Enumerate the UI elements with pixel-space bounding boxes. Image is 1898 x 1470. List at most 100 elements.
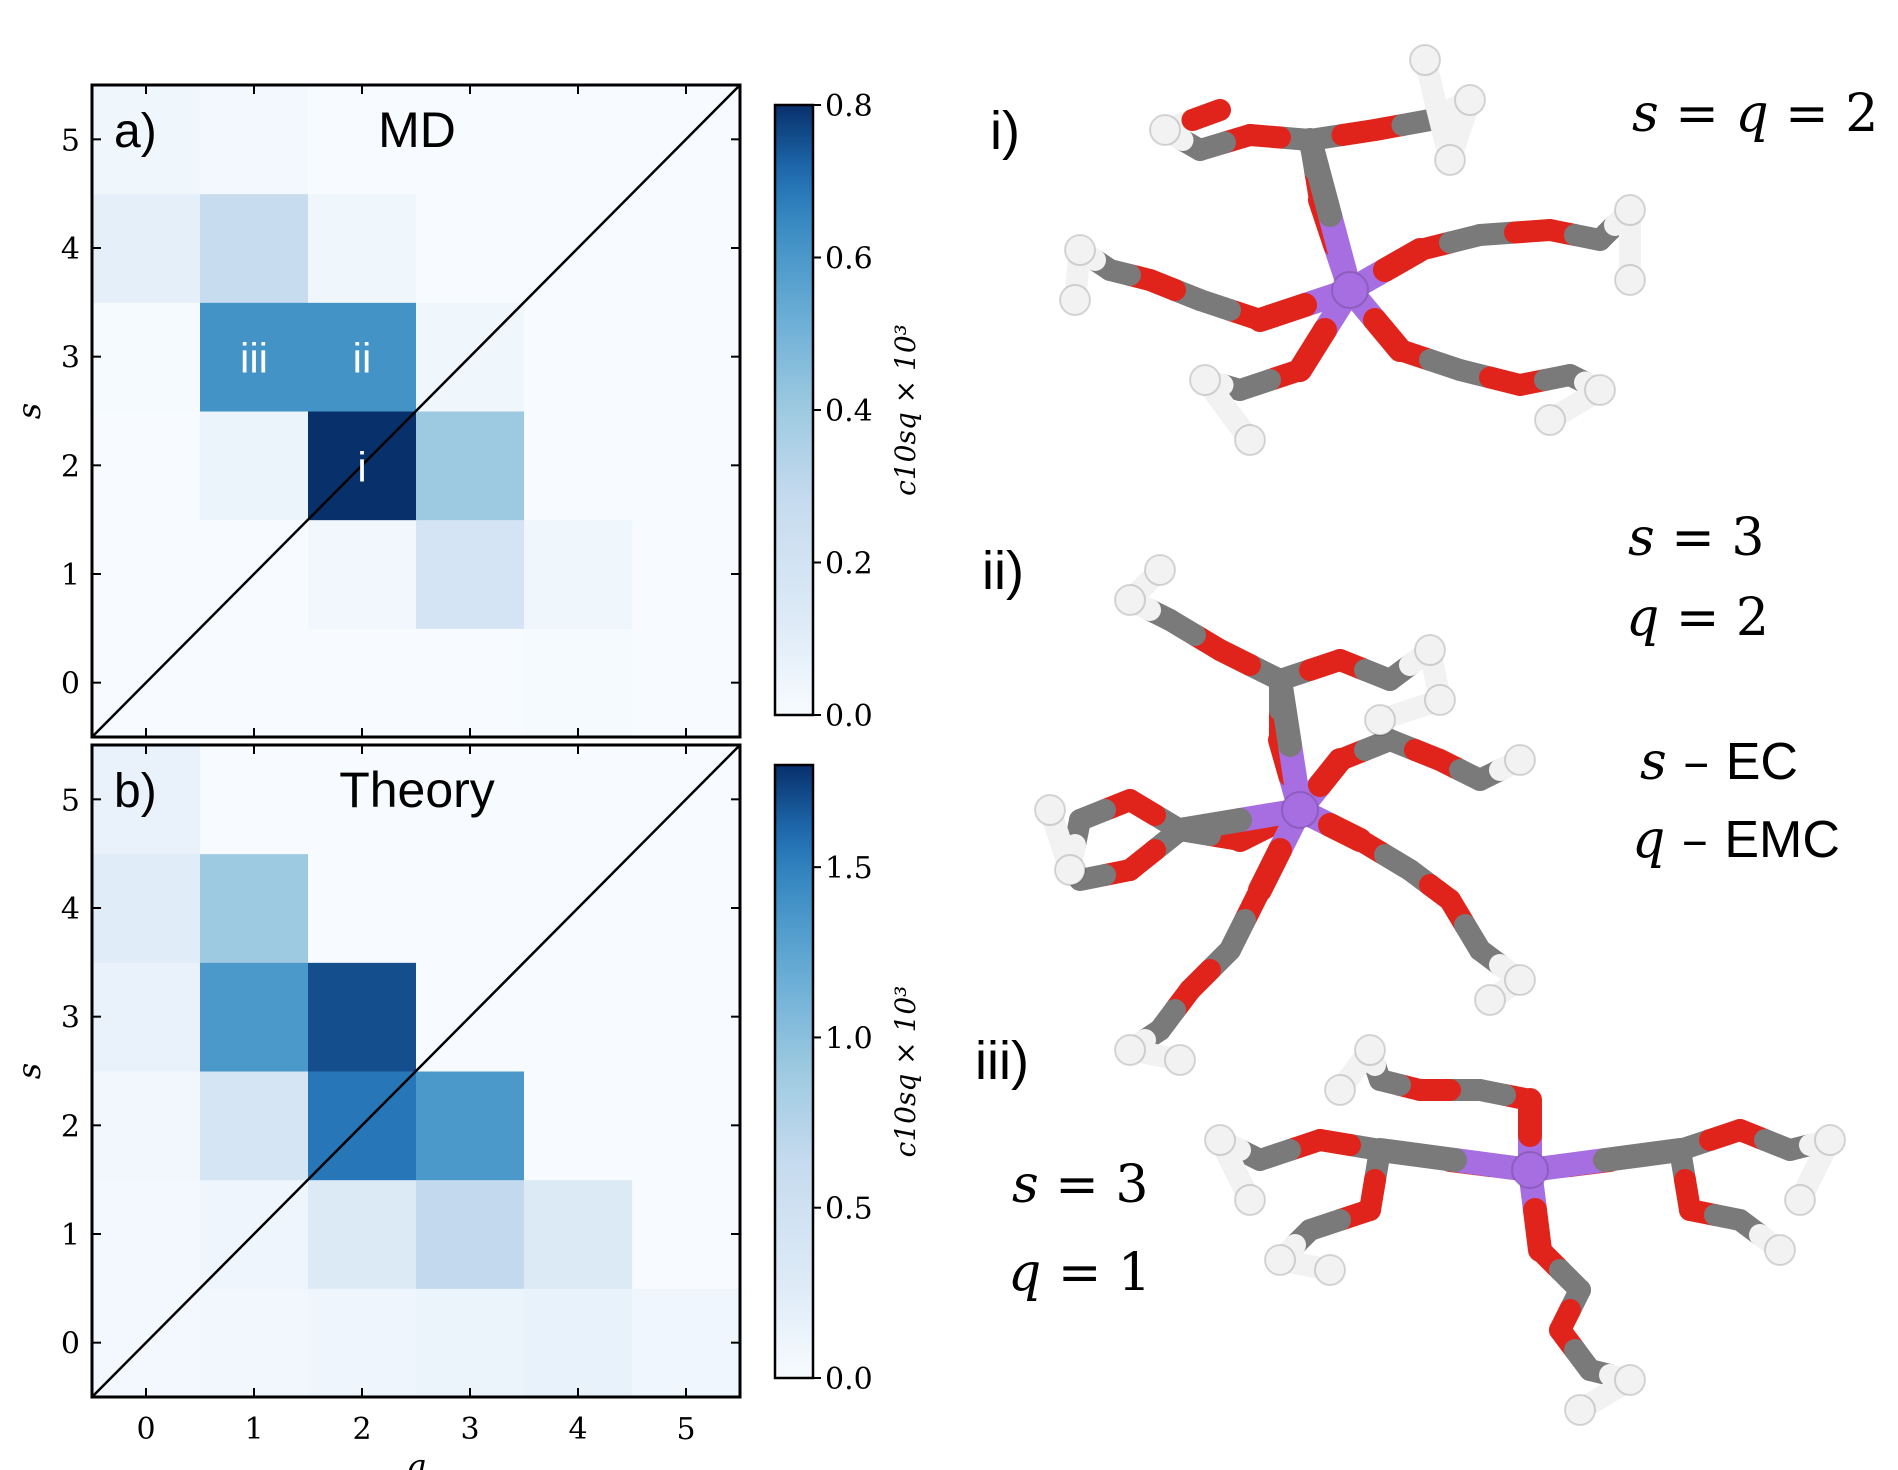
atom [1314,1254,1346,1286]
heatmap-cell-s2-q3 [416,411,525,521]
atom [1434,144,1466,176]
atom [1584,374,1616,406]
panel-title: Theory [339,762,495,818]
heatmap-cell-s2-q3 [416,1071,525,1181]
heatmap-cell-s0-q4 [524,1288,633,1398]
colorbar-tick-label-0: 0.0 [825,699,873,734]
heatmap-cell-s0-q1 [200,1288,309,1398]
atom [1034,794,1066,826]
heatmap-cell-s3-q4 [524,962,633,1072]
y-tick-label-0: 0 [61,667,80,702]
atom [1364,704,1396,736]
heatmap-cell-s3-q0 [92,302,201,412]
molecule-ii-eq-q: q = 2 [1626,588,1770,648]
y-tick-label-4: 4 [61,232,80,267]
diagonal-line [91,744,741,1398]
heatmap-cell-s2-q1 [200,1071,309,1181]
y-tick-label-1: 1 [61,1218,80,1253]
heatmap-cell-s1-q2 [308,1179,417,1289]
plot-frame [90,743,742,1399]
panel-label: b) [114,765,157,818]
molecule-i-label: i) [990,101,1020,161]
heatmap-cell-s1-q4 [524,519,633,629]
molecule-ii-label: ii) [982,541,1024,601]
y-tick-label-5: 5 [61,783,80,818]
heatmap-cell-s5-q2 [308,85,417,195]
molecule-iii-eq-q: q = 1 [1008,1243,1152,1303]
atom [1189,364,1221,396]
bond [1248,838,1292,902]
atom [1614,264,1646,296]
bond [1168,808,1252,842]
bond [1268,668,1302,757]
atom [1324,1074,1356,1106]
y-tick-label-3: 3 [61,341,80,376]
heatmap-cell-s3-q1 [200,302,309,412]
heatmap-cell-s0-q1 [200,628,309,738]
x-tick-label-4: 4 [568,1412,587,1447]
bond [1373,238,1432,282]
colorbar-tick-label-3: 1.5 [825,851,873,886]
atom [1414,634,1446,666]
colorbar-tick-label-1: 0.2 [825,547,873,582]
atom [1764,1234,1796,1266]
heatmap-cell-s4-q2 [308,193,417,303]
bond [1593,1138,1692,1172]
bond [1069,864,1116,891]
x-tick-label-2: 2 [352,1412,371,1447]
heatmap-cell-s3-q5 [632,302,741,412]
atom [1054,854,1086,886]
x-tick-label-0: 0 [136,1412,155,1447]
atom [1814,1124,1846,1156]
heatmap-cell-s5-q3 [416,745,525,855]
heatmap-cell-s0-q4 [524,628,633,738]
heatmap-cell-s4-q2 [308,853,417,963]
y-axis-label: s [10,403,48,419]
heatmap-cell-s0-q5 [632,1288,741,1398]
atom [1409,44,1441,76]
atom [1614,194,1646,226]
heatmap-cell-s0-q2 [308,628,417,738]
heatmap-cell-s1-q5 [632,519,741,629]
x-tick-label-5: 5 [676,1412,695,1447]
y-tick-label-4: 4 [61,892,80,927]
molecule-ii-eq-s: s = 3 [1628,508,1765,568]
molecule-i [1059,44,1646,456]
atom [1474,984,1506,1016]
bond [1288,318,1337,382]
heatmap-cell-s5-q1 [200,745,309,855]
y-tick-label-5: 5 [61,123,80,158]
heatmap-cell-s0-q3 [416,1288,525,1398]
atom [1281,791,1319,829]
atom [1234,424,1266,456]
colorbar-tick-label-2: 1.0 [825,1021,873,1056]
bond [1318,813,1372,852]
colorbar-gradient [773,103,815,717]
diagonal-line [91,84,741,738]
heatmap-cell-s1-q5 [632,1179,741,1289]
atom [1354,1034,1386,1066]
bond [1368,1138,1467,1172]
atom [1534,404,1566,436]
colorbar-label: c10sq × 10³ [889,324,922,496]
atom [1564,1394,1596,1426]
atom [1164,1044,1196,1076]
atom [1504,744,1536,776]
heatmap-cell-s2-q4 [524,1071,633,1181]
heatmap-cell-s5-q3 [416,85,525,195]
x-tick-label-3: 3 [460,1412,479,1447]
colorbar-tick-label-4: 0.8 [825,89,873,124]
colorbar-tick-label-3: 0.6 [825,242,873,277]
heatmap-cell-s3-q1 [200,962,309,1072]
heatmap-cell-s5-q4 [524,745,633,855]
panel-title: MD [378,102,456,158]
atom [1114,584,1146,616]
panel-b: 0 0 1 1 2 2 3 3 4 4 5 5 s q b) Theory [10,743,742,1470]
atom [1784,1184,1816,1216]
heatmap-cell-s0-q5 [632,628,741,738]
molecule-i-eq: s = q = 2 [1632,84,1879,144]
atom [1454,84,1486,116]
bond [1523,1198,1552,1262]
